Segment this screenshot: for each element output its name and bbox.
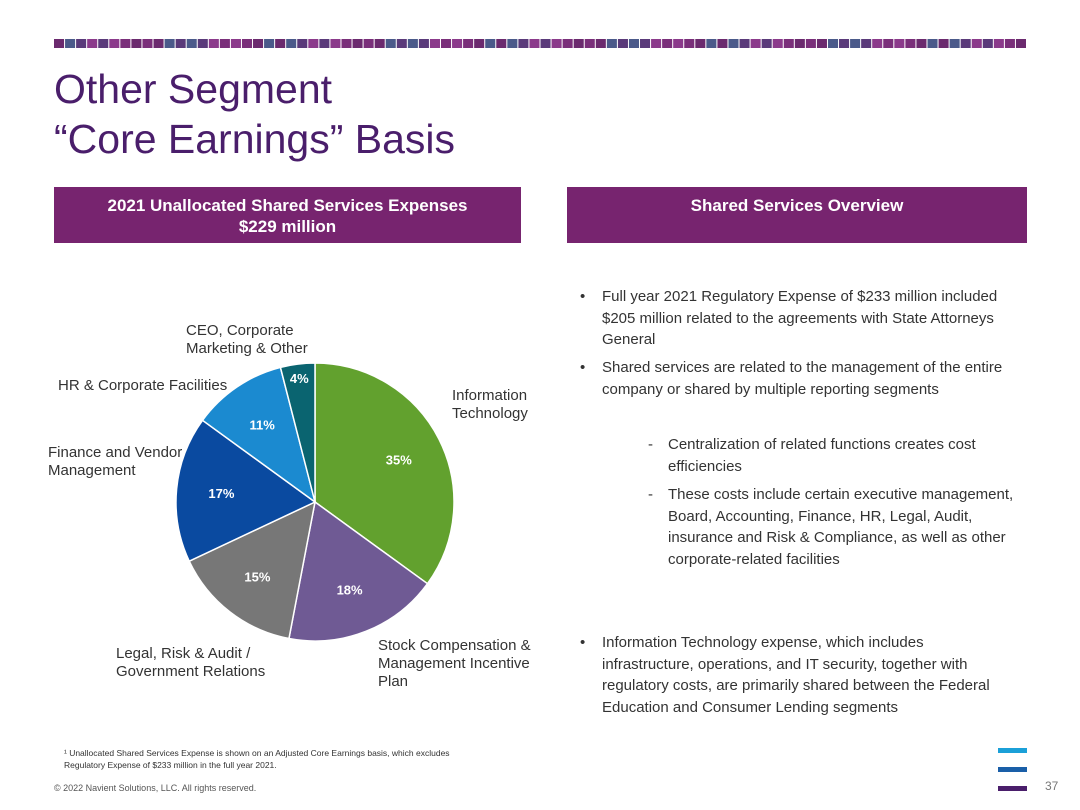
page-title: Other Segment “Core Earnings” Basis xyxy=(54,64,455,164)
pie-slice-category-label: Legal, Risk & Audit / Government Relation… xyxy=(116,645,265,680)
pie-slice-category-label: CEO, Corporate Marketing & Other xyxy=(186,322,308,357)
copyright-notice: © 2022 Navient Solutions, LLC. All right… xyxy=(54,783,257,793)
pie-panel-header-line-2: $229 million xyxy=(238,217,337,236)
logo-bar-mid xyxy=(998,767,1027,772)
pie-label-line: Government Relations xyxy=(116,663,265,680)
bullet-text: Full year 2021 Regulatory Expense of $23… xyxy=(602,288,998,348)
pie-slice-value-label: 18% xyxy=(337,582,363,597)
pie-slice-value-label: 11% xyxy=(250,417,276,432)
overview-panel-header-text: Shared Services Overview xyxy=(690,196,904,215)
pie-label-line: Technology xyxy=(452,405,528,422)
pie-slice-value-label: 4% xyxy=(290,371,309,386)
bullet-marker: • xyxy=(580,634,586,651)
pie-label-line: CEO, Corporate xyxy=(186,322,294,339)
overview-sub-bullet: - Centralization of related functions cr… xyxy=(645,434,1020,477)
pie-label-line: Legal, Risk & Audit / xyxy=(116,645,251,662)
overview-sub-bullet: - These costs include certain executive … xyxy=(645,484,1020,570)
pie-label-line: Plan xyxy=(378,673,408,690)
pie-slice-value-label: 17% xyxy=(208,486,234,501)
pie-panel-header-line-1: 2021 Unallocated Shared Services Expense… xyxy=(107,196,468,215)
pie-slice xyxy=(314,362,455,585)
pie-label-line: Management Incentive xyxy=(378,655,530,672)
sub-bullet-marker: - xyxy=(648,436,653,453)
overview-panel-header: Shared Services Overview xyxy=(567,187,1027,243)
pie-label-line: Information xyxy=(452,387,527,404)
page-title-line-1: Other Segment xyxy=(54,66,333,112)
pie-slice xyxy=(188,500,317,640)
bullet-marker: • xyxy=(580,288,586,305)
bullet-text: Centralization of related functions crea… xyxy=(668,436,976,475)
overview-bullet: • Information Technology expense, which … xyxy=(580,632,1010,718)
footnote-line-1: ¹ Unallocated Shared Services Expense is… xyxy=(64,748,450,758)
pie-label-line: Management xyxy=(48,462,136,479)
pie-slice-category-label: HR & Corporate Facilities xyxy=(58,377,227,394)
logo-bar-light xyxy=(998,748,1027,753)
pie-slice xyxy=(201,366,317,504)
page-number: 37 xyxy=(1045,779,1059,793)
top-stripe-decoration xyxy=(54,39,1026,48)
pie-label-line: Finance and Vendor xyxy=(48,444,182,461)
bullet-text: Information Technology expense, which in… xyxy=(602,634,990,716)
bullet-text: Shared services are related to the manag… xyxy=(602,359,1003,398)
pie-slice-category-label: Information Technology xyxy=(452,387,528,422)
page-title-line-2: “Core Earnings” Basis xyxy=(54,116,456,162)
logo-bar-dark xyxy=(998,786,1027,791)
pie-panel-header: 2021 Unallocated Shared Services Expense… xyxy=(54,187,521,243)
pie-slice-category-label: Stock Compensation & Management Incentive… xyxy=(378,637,531,690)
pie-slice xyxy=(288,500,429,642)
pie-slice-value-label: 35% xyxy=(386,452,412,467)
pie-slice-category-label: Finance and Vendor Management xyxy=(48,444,182,479)
pie-slice-value-label: 15% xyxy=(244,569,270,584)
pie-slice xyxy=(175,419,317,563)
overview-bullet: • Full year 2021 Regulatory Expense of $… xyxy=(580,286,1010,351)
bullet-marker: • xyxy=(580,359,586,376)
pie-label-line: Marketing & Other xyxy=(186,340,308,357)
pie-chart: 35% Information Technology 18% Stock Compens… xyxy=(48,322,531,690)
pie-label-line: HR & Corporate Facilities xyxy=(58,377,227,394)
bullet-text: These costs include certain executive ma… xyxy=(668,486,1014,568)
footnote: ¹ Unallocated Shared Services Expense is… xyxy=(64,747,504,771)
sub-bullet-marker: - xyxy=(648,486,653,503)
pie-slice xyxy=(279,362,316,503)
footnote-line-2: Regulatory Expense of $233 million in th… xyxy=(64,760,277,770)
pie-label-line: Stock Compensation & xyxy=(378,637,531,654)
overview-bullet: • Shared services are related to the man… xyxy=(580,357,1010,400)
